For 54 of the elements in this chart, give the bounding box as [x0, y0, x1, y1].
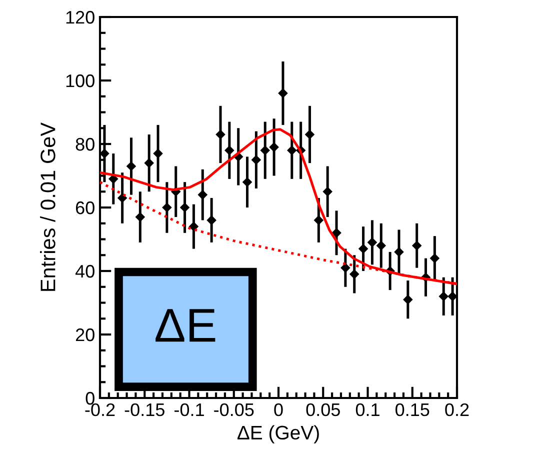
point: [448, 292, 457, 302]
point: [260, 146, 270, 155]
x-tick-label: 0.2: [445, 403, 469, 416]
point: [136, 212, 145, 222]
point: [242, 177, 252, 187]
y-axis-title: Entries / 0.01 GeV: [40, 122, 56, 291]
point: [206, 216, 216, 225]
point: [108, 174, 118, 184]
point: [305, 130, 314, 140]
point: [368, 238, 377, 248]
point: [216, 130, 226, 140]
point: [118, 193, 127, 203]
point: [322, 187, 332, 196]
point: [198, 190, 208, 200]
point: [430, 254, 440, 263]
point: [224, 146, 234, 155]
point: [278, 88, 288, 98]
x-tick-label: -0.1: [174, 403, 204, 416]
point: [100, 148, 110, 158]
point: [340, 263, 350, 272]
x-tick-label: -0.15: [124, 403, 164, 416]
point: [126, 162, 136, 171]
y-tick-label: 80: [76, 138, 94, 151]
point: [144, 158, 154, 168]
point: [189, 222, 198, 232]
point: [162, 202, 172, 212]
point: [332, 228, 342, 238]
point: [412, 240, 422, 250]
y-tick-label: 20: [76, 328, 94, 342]
point: [403, 294, 413, 304]
point: [394, 247, 404, 257]
point: [180, 202, 190, 212]
x-tick-label: 0.05: [306, 403, 340, 416]
x-axis-title: ΔE (GeV): [237, 425, 319, 444]
x-tick-label: 0: [274, 403, 283, 416]
y-tick-label: 40: [75, 264, 94, 278]
x-tick-label: -0.05: [214, 403, 254, 416]
point: [350, 270, 359, 279]
point: [269, 142, 279, 152]
x-tick-label: 0.1: [356, 403, 380, 416]
y-tick-label: 60: [76, 201, 94, 214]
point: [438, 292, 448, 302]
y-tick-label: 100: [66, 74, 94, 88]
annotation: ΔE: [156, 309, 216, 342]
y-tick-label: 0: [86, 392, 94, 405]
point: [252, 155, 261, 164]
point: [287, 146, 297, 155]
y-tick-label: 120: [66, 10, 94, 24]
point: [358, 244, 368, 254]
x-tick-label: -0.2: [85, 403, 115, 416]
point: [314, 216, 324, 225]
point: [376, 240, 386, 250]
point: [153, 148, 163, 158]
x-tick-label: 0.15: [396, 403, 430, 416]
